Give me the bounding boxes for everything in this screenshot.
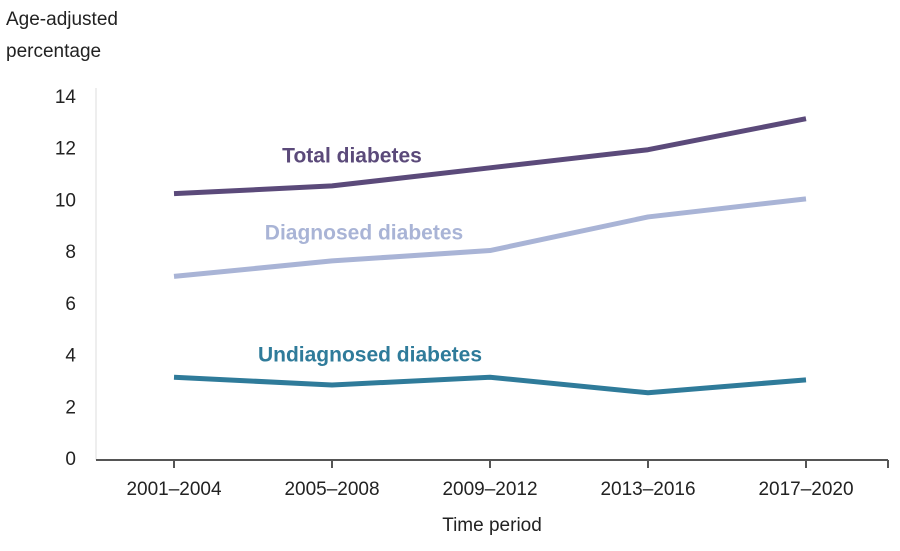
- y-tick-label: 10: [55, 190, 76, 211]
- y-tick-label: 2: [65, 397, 76, 418]
- x-tick-label: 2017–2020: [758, 479, 853, 500]
- series-line: [173, 374, 807, 396]
- y-tick-label: 0: [65, 449, 76, 470]
- y-axis-title: Age-adjusted: [6, 9, 118, 30]
- x-tick-label: 2009–2012: [442, 479, 537, 500]
- x-axis-title: Time period: [442, 515, 542, 536]
- series-label: Undiagnosed diabetes: [258, 344, 482, 367]
- x-tick-label: 2013–2016: [600, 479, 695, 500]
- y-tick-label: 4: [65, 346, 76, 367]
- series-label: Diagnosed diabetes: [265, 222, 463, 245]
- y-tick-label: 14: [55, 87, 77, 108]
- y-tick-label: 12: [55, 139, 76, 160]
- y-axis-title: percentage: [6, 41, 101, 62]
- x-tick-label: 2001–2004: [126, 479, 222, 500]
- x-tick-label: 2005–2008: [284, 479, 379, 500]
- series-line: [173, 116, 807, 197]
- series-label: Total diabetes: [282, 145, 422, 168]
- series-line: [173, 196, 807, 279]
- y-tick-label: 6: [65, 294, 76, 315]
- y-tick-label: 8: [65, 242, 76, 263]
